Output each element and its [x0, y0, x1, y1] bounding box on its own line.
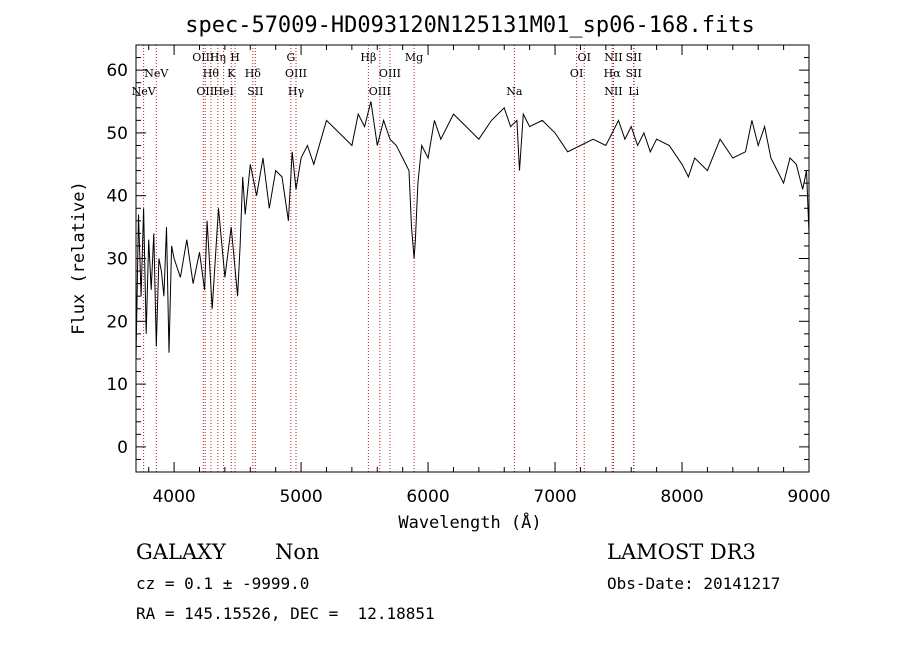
spectral-line-label: H [230, 51, 240, 64]
redshift-cz: cz = 0.1 ± -9999.0 [136, 574, 310, 593]
spectral-line-label: OIII [285, 67, 307, 80]
spectral-line-label: Hδ [245, 67, 262, 80]
y-tick-label: 50 [106, 124, 128, 144]
observation-date: Obs-Date: 20141217 [607, 574, 781, 593]
y-tick-label: 30 [106, 250, 128, 270]
object-class: GALAXY [136, 540, 226, 564]
y-axis-label: Flux (relative) [69, 181, 89, 335]
spectral-line-label: OIII [369, 85, 391, 98]
spectral-line-label: Hβ [360, 51, 376, 64]
survey-name: LAMOST DR3 [607, 540, 756, 564]
y-tick-label: 60 [106, 61, 128, 81]
x-tick-label: 4000 [152, 487, 195, 507]
spectral-line-label: Mg [405, 51, 423, 64]
spectral-line-label: NeV [144, 67, 169, 80]
spectral-line-label: OI [578, 51, 591, 64]
spectral-line-label: Hη [210, 51, 226, 64]
chart-title: spec-57009-HD093120N125131M01_sp06-168.f… [185, 13, 755, 38]
x-tick-label: 5000 [279, 487, 322, 507]
spectral-line-label: HeI [213, 85, 233, 98]
spectral-line-label: SII [626, 67, 642, 80]
spectral-line-label: SII [626, 51, 642, 64]
y-axis: 0 10 20 30 40 50 60 [106, 57, 809, 460]
spectral-line-label: NII [604, 51, 622, 64]
spectral-line-markers [143, 45, 635, 472]
spectral-line-label: SII [247, 85, 263, 98]
coordinates: RA = 145.15526, DEC = 12.18851 [136, 604, 435, 623]
spectral-line-label: G [287, 51, 296, 64]
spectrum-series-line [135, 101, 810, 360]
spectral-line-label: OII [196, 85, 214, 98]
spectral-line-label: OIII [379, 67, 401, 80]
x-tick-label: 8000 [660, 487, 703, 507]
spectral-line-label: OIII [192, 51, 214, 64]
spectral-line-label: Li [628, 85, 639, 98]
spectral-line-label: K [227, 67, 236, 80]
spectral-line-label: Hα [604, 67, 622, 80]
spectral-line-label: NII [604, 85, 622, 98]
y-tick-label: 0 [117, 438, 128, 458]
spectral-line-label: NeV [132, 85, 157, 98]
x-tick-label: 6000 [406, 487, 449, 507]
plot-frame [135, 44, 810, 473]
spectral-line-label: Na [506, 85, 523, 98]
x-axis: 4000 5000 6000 7000 8000 9000 [148, 45, 831, 507]
x-tick-label: 7000 [533, 487, 576, 507]
object-subclass: Non [275, 540, 320, 564]
y-tick-label: 40 [106, 187, 128, 207]
spectral-line-label: OI [570, 67, 583, 80]
x-axis-label: Wavelength (Å) [398, 511, 541, 533]
spectral-line-label: Hθ [203, 67, 220, 80]
x-tick-label: 9000 [787, 487, 830, 507]
y-tick-label: 10 [106, 375, 128, 395]
y-tick-label: 20 [106, 312, 128, 332]
spectral-line-label: Hγ [288, 85, 305, 98]
